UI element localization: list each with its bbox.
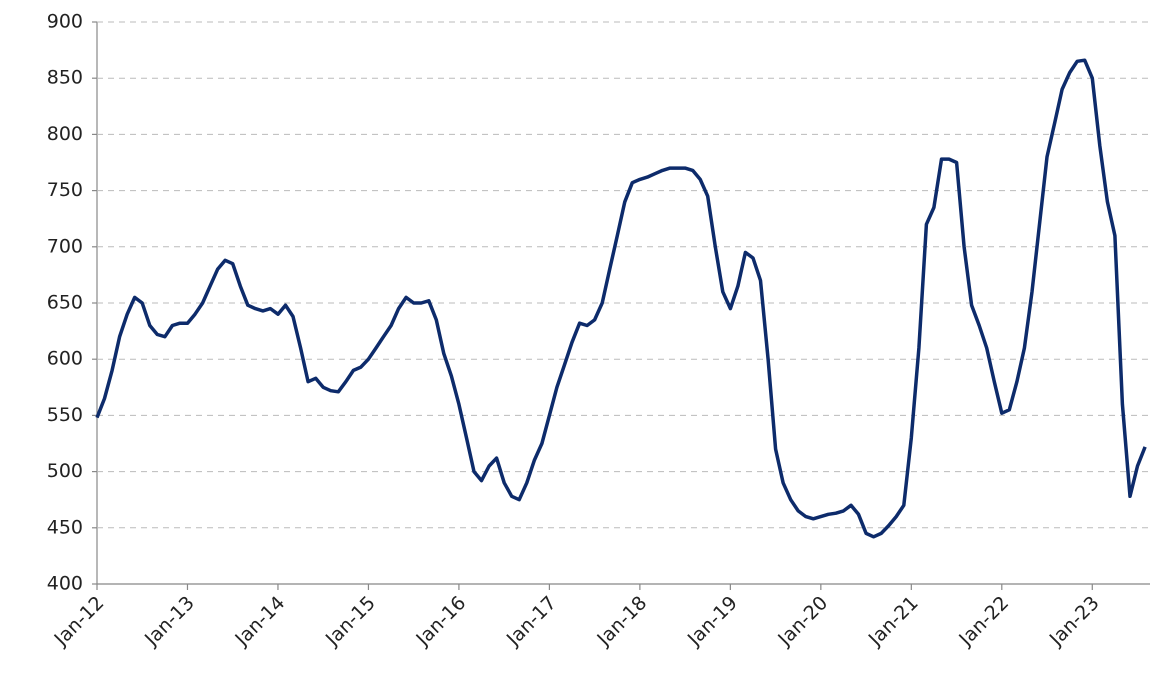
x-tick-label: Jan-15 [321, 592, 380, 651]
y-tick-label: 400 [47, 573, 83, 595]
x-tick-label: Jan-19 [683, 592, 742, 651]
x-tick-label: Jan-12 [50, 592, 109, 651]
x-tick-label: Jan-20 [773, 592, 832, 651]
y-tick-label: 750 [47, 179, 83, 201]
y-tick-label: 850 [47, 67, 83, 89]
y-tick-label: 550 [47, 404, 83, 426]
x-tick-label: Jan-13 [140, 592, 199, 651]
x-tick-label: Jan-17 [502, 592, 561, 651]
y-tick-label: 600 [47, 348, 83, 370]
x-tick-label: Jan-23 [1045, 592, 1104, 651]
x-tick-label: Jan-16 [411, 592, 470, 651]
data-line [95, 58, 1147, 539]
y-tick-label: 650 [47, 292, 83, 314]
x-tick-label: Jan-14 [230, 592, 289, 651]
y-tick-label: 700 [47, 235, 83, 257]
y-tick-label: 500 [47, 460, 83, 482]
x-tick-label: Jan-22 [954, 592, 1013, 651]
y-tick-label: 800 [47, 123, 83, 145]
y-tick-label: 900 [47, 11, 83, 33]
y-tick-label: 450 [47, 516, 83, 538]
x-tick-label: Jan-18 [592, 592, 651, 651]
x-tick-label: Jan-21 [864, 592, 923, 651]
